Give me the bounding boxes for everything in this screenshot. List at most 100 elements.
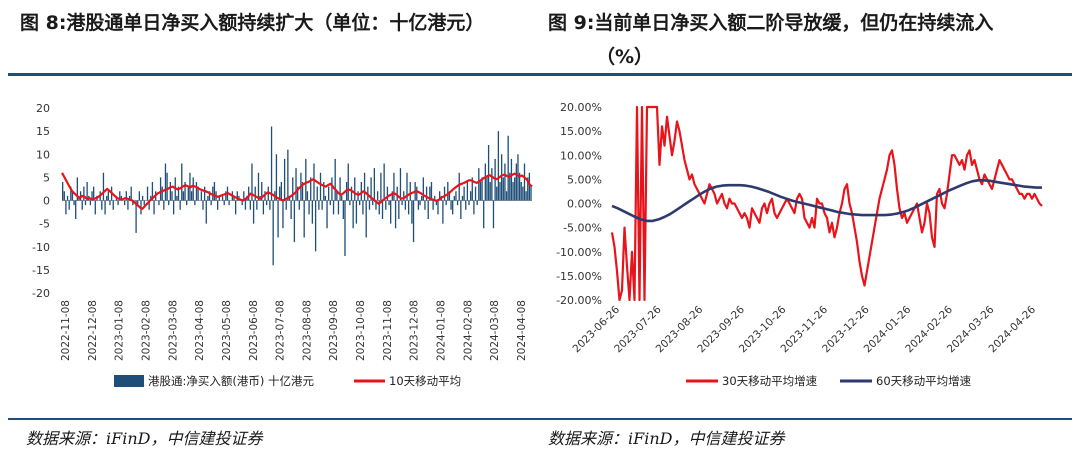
left-bar — [334, 158, 336, 201]
left-bar — [290, 200, 292, 219]
left-bar — [63, 191, 65, 201]
left-bar — [478, 168, 480, 201]
left-bar — [195, 182, 198, 201]
left-bar — [120, 195, 123, 201]
left-bar — [159, 177, 162, 201]
left-x-tick-label: 2023-02-08 — [140, 300, 152, 361]
left-bar — [107, 191, 109, 201]
left-bar — [350, 186, 353, 201]
left-bar — [313, 163, 315, 201]
left-bar — [486, 177, 488, 201]
left-bar — [311, 200, 313, 224]
left-bar — [347, 163, 349, 201]
left-bar — [407, 200, 410, 215]
left-bar — [91, 191, 93, 201]
left-bar — [514, 177, 516, 201]
left-bar — [492, 200, 495, 229]
left-bar — [380, 172, 382, 201]
left-bar — [331, 177, 333, 201]
left-bar — [153, 200, 155, 215]
left-bar — [272, 200, 274, 266]
right-chart-title-unit: （%） — [596, 46, 654, 68]
left-bar — [70, 186, 72, 201]
right-y-tick-label: 10.00% — [560, 149, 602, 162]
left-bar — [484, 163, 486, 201]
left-bar — [375, 200, 377, 210]
left-bar — [456, 200, 459, 206]
left-bar — [324, 195, 327, 201]
left-bar — [381, 200, 384, 219]
left-bar — [101, 200, 103, 210]
left-bar — [190, 191, 193, 201]
left-bar — [182, 191, 185, 201]
right-source-note: 数据来源：iFinD，中信建投证券 — [548, 429, 785, 448]
left-bar — [483, 200, 485, 229]
left-bar — [479, 182, 482, 201]
left-bar — [398, 200, 400, 219]
left-bar — [476, 200, 478, 206]
left-y-tick-label: -5 — [39, 218, 50, 231]
left-bar — [417, 200, 420, 210]
left-bar — [150, 195, 152, 201]
left-bar — [75, 200, 77, 219]
left-bar — [277, 200, 279, 238]
left-bar — [158, 200, 160, 206]
left-bar — [339, 177, 341, 201]
left-bar — [336, 191, 338, 201]
right-60day-line — [611, 179, 1042, 223]
left-bar — [217, 200, 219, 210]
left-bar — [257, 172, 260, 201]
left-bar — [109, 200, 111, 206]
left-bar — [169, 182, 172, 201]
left-bar — [465, 200, 467, 210]
left-bar — [376, 191, 379, 201]
left-bar — [65, 200, 67, 215]
left-bar — [124, 200, 126, 206]
left-bar — [319, 172, 322, 201]
left-x-tick-label: 2023-06-08 — [248, 300, 260, 361]
left-x-tick-label: 2023-11-08 — [382, 300, 394, 361]
left-bar — [287, 149, 289, 201]
left-bar — [373, 168, 376, 201]
left-bar — [282, 200, 284, 229]
left-bar — [427, 200, 429, 219]
left-bar — [86, 182, 88, 201]
right-chart: 20.00% 15.00% 10.00% 5.00% 0.00% -5.00% -10.00… — [556, 101, 1043, 388]
left-bar — [249, 200, 251, 210]
left-bar — [525, 191, 527, 201]
left-source-note: 数据来源：iFinD，中信建投证券 — [26, 429, 263, 448]
left-bar — [500, 154, 503, 201]
left-bar — [435, 200, 438, 206]
right-y-tick-label: -10.00% — [556, 246, 602, 259]
left-bar — [332, 200, 335, 215]
left-bar — [399, 168, 402, 201]
left-bar — [422, 177, 424, 201]
left-bar — [388, 200, 390, 206]
left-bar — [429, 186, 431, 201]
left-bar — [512, 182, 514, 201]
left-bar — [497, 131, 500, 201]
left-bar — [372, 200, 374, 206]
left-bar — [323, 182, 325, 201]
left-bar — [228, 200, 230, 206]
left-bar — [452, 200, 454, 215]
left-bar — [151, 182, 154, 201]
left-bar — [285, 200, 287, 210]
left-x-tick-label: 2023-03-08 — [167, 300, 179, 361]
left-bar — [89, 200, 92, 206]
left-bar — [112, 200, 114, 210]
left-bar — [468, 200, 470, 206]
left-x-tick-label: 2023-08-08 — [301, 300, 313, 361]
left-bar — [262, 200, 265, 215]
left-bar — [106, 195, 108, 201]
left-bar — [341, 195, 343, 201]
left-bar — [135, 200, 137, 233]
left-bar — [166, 172, 168, 201]
left-bar — [355, 200, 358, 224]
left-bar — [443, 186, 446, 201]
left-bar — [337, 200, 340, 215]
left-bar — [354, 177, 356, 201]
right-y-tick-label: 0.00% — [567, 198, 602, 211]
left-bar — [192, 177, 194, 201]
left-bar — [119, 191, 121, 201]
